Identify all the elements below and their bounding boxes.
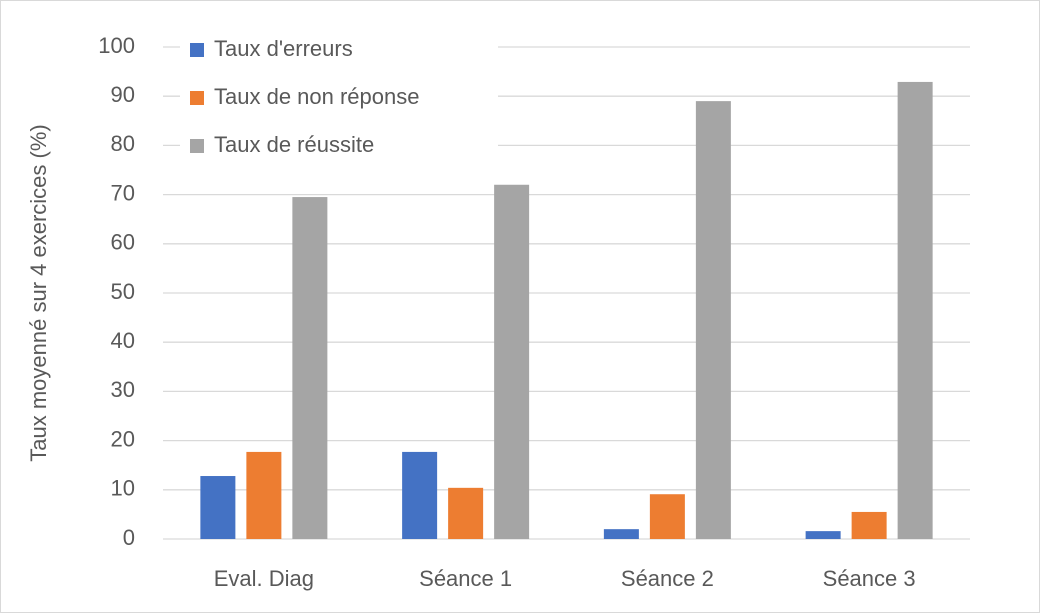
y-tick-label: 20	[111, 426, 135, 451]
y-tick-label: 40	[111, 328, 135, 353]
legend-swatch	[190, 139, 204, 153]
y-tick-label: 80	[111, 131, 135, 156]
y-tick-label: 60	[111, 230, 135, 255]
bar	[649, 494, 685, 539]
bar	[292, 197, 328, 539]
bar	[448, 487, 484, 539]
bar	[402, 451, 438, 539]
x-tick-label: Séance 3	[823, 566, 916, 591]
y-tick-label: 100	[98, 33, 135, 58]
y-tick-label: 0	[123, 525, 135, 550]
legend-label: Taux de non réponse	[214, 84, 420, 109]
bar	[494, 184, 530, 539]
bar	[603, 529, 639, 539]
y-tick-label: 70	[111, 180, 135, 205]
bar	[695, 101, 731, 540]
y-axis-label: Taux moyenné sur 4 exercices (%)	[26, 124, 51, 461]
legend-swatch	[190, 43, 204, 57]
legend-label: Taux de réussite	[214, 132, 374, 157]
x-tick-label: Eval. Diag	[214, 566, 314, 591]
y-tick-label: 90	[111, 82, 135, 107]
bar	[246, 451, 282, 539]
bar	[851, 511, 887, 539]
legend-swatch	[190, 91, 204, 105]
x-tick-label: Séance 2	[621, 566, 714, 591]
y-tick-label: 50	[111, 279, 135, 304]
bar	[805, 531, 841, 539]
legend-background	[180, 30, 498, 170]
bar	[200, 476, 236, 539]
y-tick-label: 30	[111, 377, 135, 402]
y-tick-label: 10	[111, 476, 135, 501]
legend-label: Taux d'erreurs	[214, 36, 353, 61]
x-tick-label: Séance 1	[419, 566, 512, 591]
bar	[897, 81, 933, 539]
